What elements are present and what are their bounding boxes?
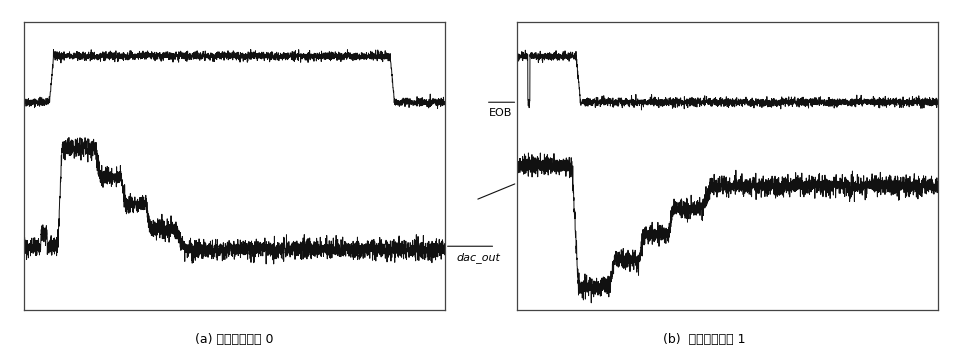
Text: (b)  比较器输出为 1: (b) 比较器输出为 1 <box>662 333 746 346</box>
Text: dac_out: dac_out <box>456 252 500 263</box>
Text: (a) 比较器输出为 0: (a) 比较器输出为 0 <box>194 333 274 346</box>
Text: EOB: EOB <box>489 108 513 118</box>
